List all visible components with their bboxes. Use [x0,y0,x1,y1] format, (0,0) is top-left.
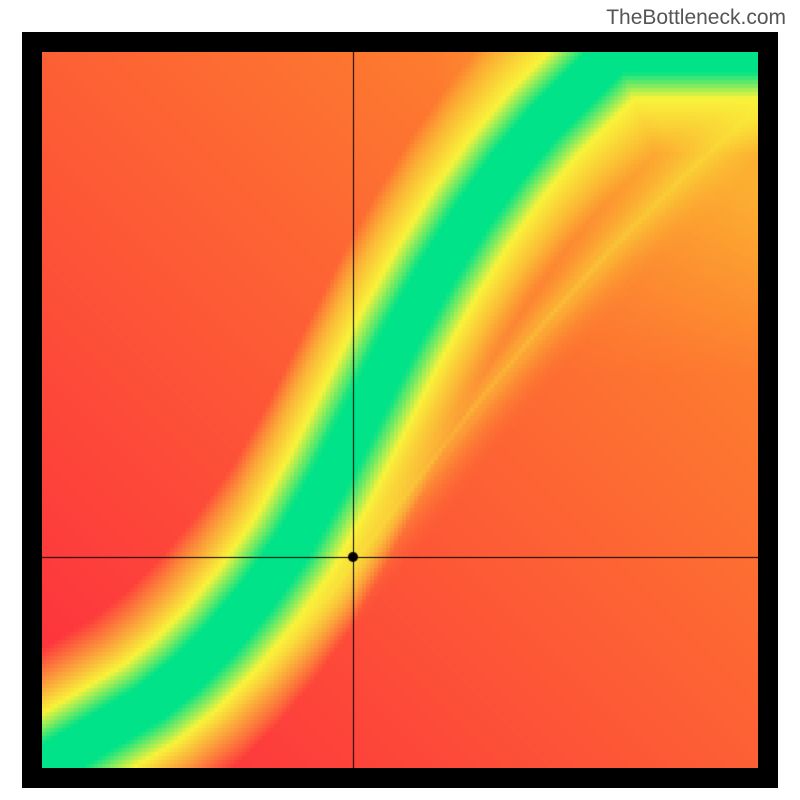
watermark-text: TheBottleneck.com [606,6,786,30]
heatmap-plot [42,52,758,768]
heatmap-canvas [42,52,758,768]
root-container: TheBottleneck.com [0,0,800,800]
chart-frame [22,32,778,788]
